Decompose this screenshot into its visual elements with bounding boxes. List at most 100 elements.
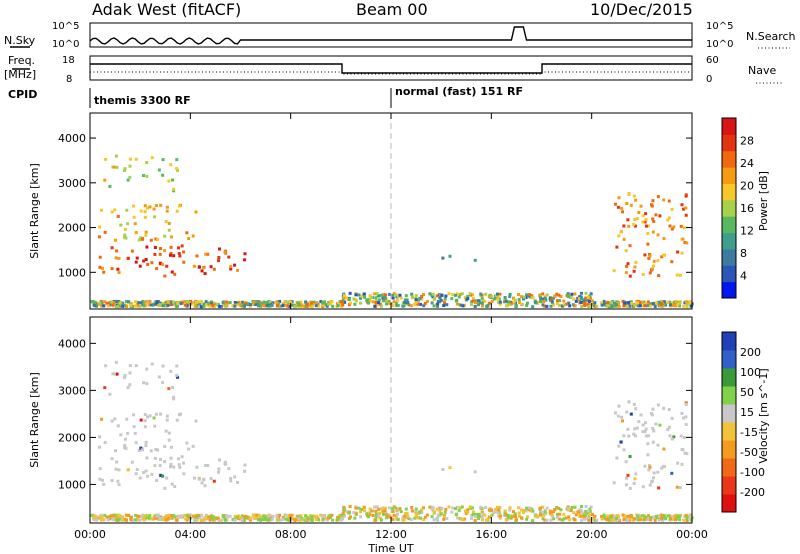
velocity-cell bbox=[137, 514, 141, 518]
power-cell bbox=[93, 300, 97, 304]
power-cell bbox=[455, 302, 459, 306]
power-cell bbox=[103, 300, 107, 304]
power-cell bbox=[243, 252, 247, 256]
velocity-cell bbox=[119, 518, 123, 522]
power-cell bbox=[682, 304, 686, 308]
power-cell bbox=[167, 179, 171, 183]
velocity-cell bbox=[436, 518, 440, 522]
velocity-cell bbox=[148, 514, 152, 518]
power-cell bbox=[127, 300, 131, 304]
power-cell bbox=[115, 249, 119, 253]
power-cell bbox=[577, 297, 581, 301]
power-cell bbox=[510, 301, 514, 305]
velocity-cell bbox=[685, 516, 689, 520]
velocity-cell bbox=[403, 512, 407, 516]
velocity-cell bbox=[405, 511, 409, 515]
velocity-cell bbox=[159, 412, 163, 416]
power-cell bbox=[257, 300, 261, 304]
nsearch-tick-bottom: 10^0 bbox=[706, 39, 733, 50]
velocity-cell bbox=[167, 515, 171, 519]
power-cell bbox=[495, 294, 499, 298]
velocity-cell bbox=[215, 516, 219, 520]
velocity-cell bbox=[172, 465, 176, 469]
velocity-cell bbox=[229, 477, 233, 481]
velocity-cell bbox=[153, 456, 157, 460]
power-cell bbox=[144, 300, 148, 304]
power-cell bbox=[651, 230, 655, 234]
velocity-cell bbox=[659, 513, 663, 517]
power-cell bbox=[159, 262, 163, 266]
power-cell bbox=[605, 304, 609, 308]
velocity-cell bbox=[661, 518, 665, 522]
power-cell bbox=[445, 303, 449, 307]
power-cell bbox=[242, 304, 246, 308]
velocity-cell bbox=[392, 513, 396, 517]
power-cell bbox=[661, 304, 665, 308]
velocity-cell bbox=[108, 392, 112, 396]
power-cell bbox=[648, 271, 652, 275]
velocity-cell bbox=[498, 516, 502, 520]
power-cell bbox=[344, 296, 348, 300]
velocity-cell bbox=[470, 506, 474, 510]
power-cell bbox=[153, 215, 157, 219]
power-cell bbox=[191, 300, 195, 304]
velocity-cell bbox=[385, 516, 389, 520]
power-cell bbox=[621, 299, 625, 303]
power-cell bbox=[416, 302, 420, 306]
velocity-cell bbox=[281, 518, 285, 522]
freq-label-1: Freq. bbox=[8, 54, 35, 67]
power-cell bbox=[145, 174, 149, 178]
freq-panel: Freq. [MHz] 18 8 60 0 Nave bbox=[4, 54, 782, 85]
power-cell bbox=[145, 245, 149, 249]
power-cell bbox=[316, 302, 320, 306]
power-cell bbox=[685, 302, 689, 306]
velocity-cell bbox=[320, 515, 324, 519]
power-cell bbox=[644, 224, 648, 228]
power-cbar-tick-label: 8 bbox=[740, 247, 747, 260]
power-cell bbox=[620, 206, 624, 210]
velocity-cbar-swatch bbox=[722, 494, 736, 513]
velocity-cell bbox=[562, 513, 566, 517]
power-cell bbox=[368, 299, 372, 303]
velocity-cell bbox=[348, 505, 352, 509]
power-cell bbox=[512, 300, 516, 304]
velocity-cell bbox=[545, 518, 549, 522]
velocity-cell bbox=[129, 517, 133, 521]
power-cell bbox=[297, 303, 301, 307]
velocity-cell bbox=[588, 509, 592, 513]
power-cell bbox=[498, 300, 502, 304]
power-cell bbox=[508, 292, 512, 296]
velocity-cell bbox=[142, 517, 146, 521]
power-cell bbox=[270, 304, 274, 308]
power-cell bbox=[641, 272, 645, 276]
velocity-cell bbox=[466, 508, 470, 512]
velocity-cell bbox=[684, 513, 688, 517]
power-cell bbox=[103, 230, 107, 234]
velocity-cell bbox=[200, 513, 204, 517]
velocity-cell bbox=[278, 513, 282, 517]
velocity-cell bbox=[527, 508, 531, 512]
velocity-cell bbox=[657, 514, 661, 518]
velocity-cell bbox=[178, 465, 182, 469]
power-cell bbox=[671, 303, 675, 307]
velocity-cell bbox=[572, 511, 576, 515]
power-cell bbox=[118, 301, 122, 305]
power-cell bbox=[588, 294, 592, 298]
velocity-cell bbox=[115, 460, 119, 464]
power-cell bbox=[152, 207, 156, 211]
power-cell bbox=[161, 158, 165, 162]
velocity-cell bbox=[528, 506, 532, 510]
power-cell bbox=[254, 299, 258, 303]
power-cell bbox=[555, 292, 559, 296]
velocity-cell bbox=[248, 516, 252, 520]
velocity-cell bbox=[327, 516, 331, 520]
velocity-cell bbox=[380, 507, 384, 511]
velocity-cell bbox=[169, 369, 173, 373]
power-cell bbox=[113, 238, 117, 242]
power-cell bbox=[284, 300, 288, 304]
power-cell bbox=[522, 295, 526, 299]
power-cell bbox=[143, 204, 147, 208]
power-cell bbox=[625, 264, 629, 268]
